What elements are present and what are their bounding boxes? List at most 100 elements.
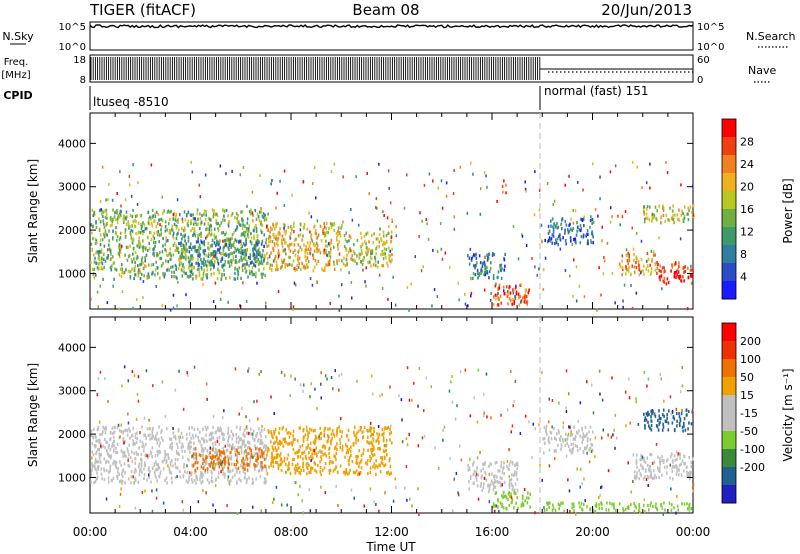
echo-cell [118, 243, 121, 247]
echo-cell [338, 231, 341, 235]
echo-cell [222, 457, 225, 461]
echo-cell [251, 270, 253, 274]
echo-cell [310, 382, 312, 386]
echo-cell [281, 241, 283, 246]
echo-cell [489, 266, 492, 270]
echo-cell [265, 216, 267, 221]
echo-cell [425, 376, 428, 380]
echo-cell [232, 433, 235, 438]
echo-cell [387, 297, 389, 301]
echo-cell [567, 478, 569, 482]
echo-cell [195, 249, 198, 253]
echo-cell [521, 494, 524, 498]
echo-cell [526, 299, 529, 303]
echo-cell [270, 430, 272, 434]
echo-cell [430, 385, 432, 389]
echo-cell [114, 267, 116, 271]
echo-cell [635, 255, 638, 259]
echo-cell [156, 441, 159, 445]
echo-cell [198, 253, 201, 258]
echo-cell [651, 215, 654, 219]
echo-cell [358, 223, 360, 227]
echo-cell [436, 250, 439, 254]
echo-cell [365, 245, 368, 249]
echo-cell [320, 457, 323, 461]
echo-cell [218, 250, 221, 255]
echo-cell [684, 265, 687, 269]
echo-cell [148, 217, 150, 221]
echo-cell [350, 445, 352, 449]
echo-cell [294, 377, 296, 381]
echo-cell [370, 252, 372, 256]
echo-cell [227, 430, 229, 434]
echo-cell [181, 442, 183, 446]
echo-cell [260, 220, 262, 224]
echo-cell [227, 222, 230, 226]
echo-cell [667, 428, 670, 432]
echo-cell [123, 462, 126, 466]
echo-cell [197, 222, 199, 226]
echo-cell [330, 170, 333, 173]
echo-cell [340, 372, 343, 376]
echo-cell [101, 237, 104, 242]
echo-cell [333, 262, 335, 267]
colorbar-tick-label: 20 [740, 181, 754, 194]
echo-cell [259, 174, 261, 177]
echo-cell [253, 256, 256, 260]
echo-cell [553, 449, 556, 453]
echo-cell [108, 229, 110, 233]
echo-cell [97, 465, 100, 469]
echo-cell [683, 205, 686, 209]
echo-cell [285, 229, 287, 233]
echo-cell [570, 217, 572, 221]
echo-cell [157, 213, 160, 217]
echo-cell [564, 228, 566, 232]
echo-cell [497, 499, 499, 503]
echo-cell [306, 263, 308, 267]
echo-cell [268, 255, 271, 259]
echo-cell [122, 217, 125, 221]
echo-cell [309, 230, 311, 234]
echo-cell [95, 261, 97, 265]
echo-cell [136, 298, 138, 302]
echo-cell [579, 434, 581, 438]
echo-cell [574, 237, 577, 241]
echo-cell [342, 262, 345, 266]
echo-cell [661, 455, 663, 459]
echo-cell [246, 249, 248, 253]
echo-cell [381, 393, 383, 397]
echo-cell [256, 260, 258, 264]
echo-cell [244, 248, 247, 253]
echo-cell [569, 222, 571, 226]
echo-cell [635, 458, 638, 462]
echo-cell [691, 274, 693, 278]
echo-cell [481, 261, 484, 265]
echo-cell [576, 221, 578, 225]
echo-cell [104, 425, 107, 429]
echo-cell [689, 268, 692, 272]
echo-cell [190, 254, 192, 258]
echo-cell [548, 436, 550, 440]
echo-cell [632, 247, 635, 251]
echo-cell [202, 473, 204, 477]
echo-cell [223, 245, 225, 249]
echo-cell [148, 222, 151, 226]
echo-cell [480, 271, 483, 275]
echo-cell [490, 416, 492, 420]
echo-cell [242, 242, 245, 246]
echo-cell [283, 459, 286, 463]
echo-cell [225, 237, 228, 241]
echo-cell [215, 212, 217, 216]
echo-cell [191, 257, 194, 261]
echo-cell [627, 505, 630, 509]
echo-cell [262, 249, 264, 253]
echo-cell [202, 274, 205, 278]
echo-cell [673, 506, 675, 510]
echo-cell [100, 266, 103, 270]
echo-cell [155, 496, 158, 500]
echo-cell [305, 454, 307, 458]
echo-cell [646, 475, 649, 479]
x-tick-label: 08:00 [274, 525, 309, 539]
echo-cell [587, 232, 589, 236]
echo-cell [127, 246, 129, 250]
